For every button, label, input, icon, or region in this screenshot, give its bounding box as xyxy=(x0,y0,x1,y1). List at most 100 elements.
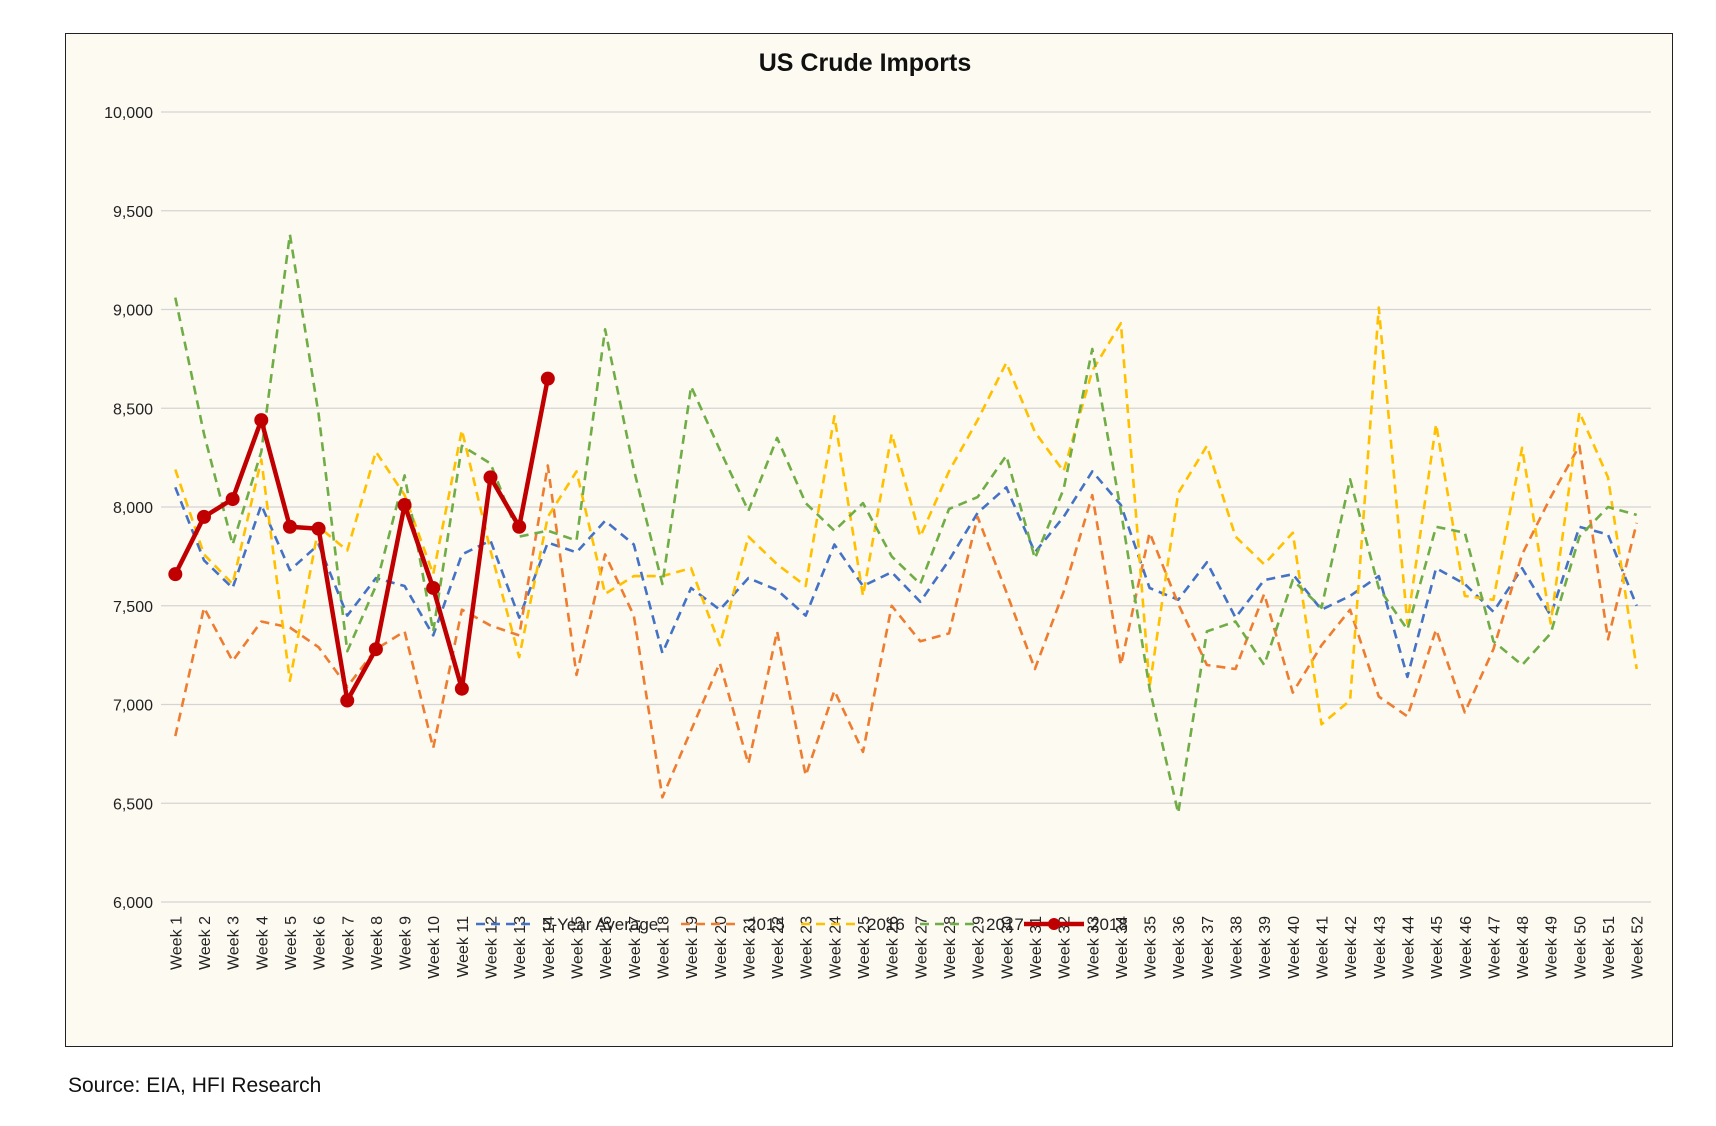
x-tick-label: Week 38 xyxy=(1229,916,1246,979)
x-tick-label: Week 49 xyxy=(1544,916,1561,979)
y-axis-ticks: 6,000 6,500 7,000 7,500 8,000 8,500 9,000 9,500… xyxy=(104,105,153,912)
x-tick-label: Week 18 xyxy=(655,916,672,979)
x-tick-label: Week 29 xyxy=(971,916,988,979)
x-tick-label: Week 14 xyxy=(541,916,558,979)
series-5-year-average xyxy=(174,470,1638,679)
chart-frame: US Crude Imports 6,000 6,500 7,000 7,500 8,0… xyxy=(65,33,1673,1047)
x-tick-label: Week 22 xyxy=(770,916,787,979)
x-tick-label: Week 43 xyxy=(1372,916,1389,979)
data-point xyxy=(426,580,441,595)
legend-label: 2016 xyxy=(867,915,905,934)
series-lines xyxy=(168,233,1638,815)
source-note: Source: EIA, HFI Research xyxy=(68,1074,322,1097)
data-point xyxy=(454,681,469,696)
data-point xyxy=(225,492,240,507)
x-tick-label: Week 28 xyxy=(942,916,959,979)
legend-item-5-year-average: 5-Year Average xyxy=(476,915,658,934)
x-tick-label: Week 21 xyxy=(741,916,758,979)
data-point xyxy=(340,693,355,708)
x-tick-label: Week 4 xyxy=(254,916,271,970)
x-tick-label: Week 46 xyxy=(1458,916,1475,979)
x-tick-label: Week 9 xyxy=(398,916,415,970)
x-tick-label: Week 45 xyxy=(1429,916,1446,979)
x-tick-label: Week 33 xyxy=(1085,916,1102,979)
x-tick-label: Week 6 xyxy=(312,916,329,970)
legend-label: 5-Year Average xyxy=(542,915,658,934)
y-tick-label: 8,500 xyxy=(113,401,153,418)
x-tick-label: Week 3 xyxy=(226,916,243,970)
x-tick-label: Week 51 xyxy=(1601,916,1618,979)
x-tick-label: Week 11 xyxy=(455,916,472,978)
series-2016 xyxy=(174,306,1638,726)
y-tick-label: 7,000 xyxy=(113,698,153,715)
x-tick-label: Week 26 xyxy=(885,916,902,979)
x-tick-label: Week 15 xyxy=(569,916,586,979)
series-2017 xyxy=(174,233,1638,815)
x-tick-label: Week 52 xyxy=(1630,916,1647,979)
x-tick-label: Week 42 xyxy=(1343,916,1360,979)
series-line-2015 xyxy=(174,444,1638,799)
x-tick-label: Week 25 xyxy=(856,916,873,979)
x-tick-label: Week 32 xyxy=(1057,916,1074,979)
x-tick-label: Week 1 xyxy=(168,916,185,970)
series-line-2016 xyxy=(174,306,1638,726)
x-tick-label: Week 34 xyxy=(1114,916,1131,979)
y-tick-label: 6,000 xyxy=(113,895,153,912)
x-axis-ticks: Week 1 Week 2 Week 3 Week 4 Week 5 Week 6 Week… xyxy=(168,916,1646,979)
gridlines xyxy=(161,111,1651,903)
series-line-5-year-average xyxy=(174,470,1638,679)
y-tick-label: 6,500 xyxy=(113,796,153,813)
y-tick-label: 8,000 xyxy=(113,500,153,517)
x-tick-label: Week 17 xyxy=(627,916,644,979)
x-tick-label: Week 7 xyxy=(340,916,357,970)
legend-marker xyxy=(1048,918,1060,930)
data-point xyxy=(368,642,383,657)
x-tick-label: Week 36 xyxy=(1171,916,1188,979)
legend-item-2018: 2018 xyxy=(1024,915,1128,934)
y-tick-label: 7,500 xyxy=(113,599,153,616)
x-tick-label: Week 19 xyxy=(684,916,701,979)
data-point xyxy=(168,567,183,582)
x-tick-label: Week 2 xyxy=(197,916,214,970)
x-tick-label: Week 10 xyxy=(426,916,443,979)
x-tick-label: Week 37 xyxy=(1200,916,1217,979)
x-tick-label: Week 24 xyxy=(827,916,844,979)
x-tick-label: Week 23 xyxy=(799,916,816,979)
x-tick-label: Week 40 xyxy=(1286,916,1303,979)
x-tick-label: Week 35 xyxy=(1143,916,1160,979)
y-tick-label: 10,000 xyxy=(104,105,153,122)
data-point xyxy=(311,521,326,536)
x-tick-label: Week 47 xyxy=(1486,916,1503,979)
legend-item-2015: 2015 xyxy=(681,915,785,934)
data-point xyxy=(196,509,211,524)
data-point xyxy=(254,413,269,428)
data-point xyxy=(483,470,498,485)
y-tick-label: 9,500 xyxy=(113,204,153,221)
y-tick-label: 9,000 xyxy=(113,303,153,320)
data-point xyxy=(397,498,412,513)
x-tick-label: Week 44 xyxy=(1400,916,1417,979)
legend-label: 2015 xyxy=(747,915,785,934)
x-tick-label: Week 48 xyxy=(1515,916,1532,979)
series-line-2017 xyxy=(174,233,1638,815)
x-tick-label: Week 8 xyxy=(369,916,386,970)
x-tick-label: Week 12 xyxy=(484,916,501,979)
series-2015 xyxy=(174,444,1638,799)
x-tick-label: Week 39 xyxy=(1257,916,1274,979)
x-tick-label: Week 16 xyxy=(598,916,615,979)
data-point xyxy=(282,519,297,534)
x-tick-label: Week 20 xyxy=(713,916,730,979)
data-point xyxy=(512,519,527,534)
series-2018 xyxy=(168,371,555,708)
chart-title: US Crude Imports xyxy=(759,49,972,77)
x-tick-label: Week 41 xyxy=(1314,916,1331,979)
legend: 5-Year Average 2015 2016 2017 2018 xyxy=(476,915,1128,934)
legend-item-2016: 2016 xyxy=(801,915,905,934)
line-chart: US Crude Imports 6,000 6,500 7,000 7,500 8,0… xyxy=(104,49,1651,979)
x-tick-label: Week 5 xyxy=(283,916,300,970)
x-tick-label: Week 50 xyxy=(1572,916,1589,979)
legend-label: 2018 xyxy=(1090,915,1128,934)
data-point xyxy=(540,371,555,386)
series-line-2018 xyxy=(173,378,551,703)
x-tick-label: Week 31 xyxy=(1028,916,1045,979)
